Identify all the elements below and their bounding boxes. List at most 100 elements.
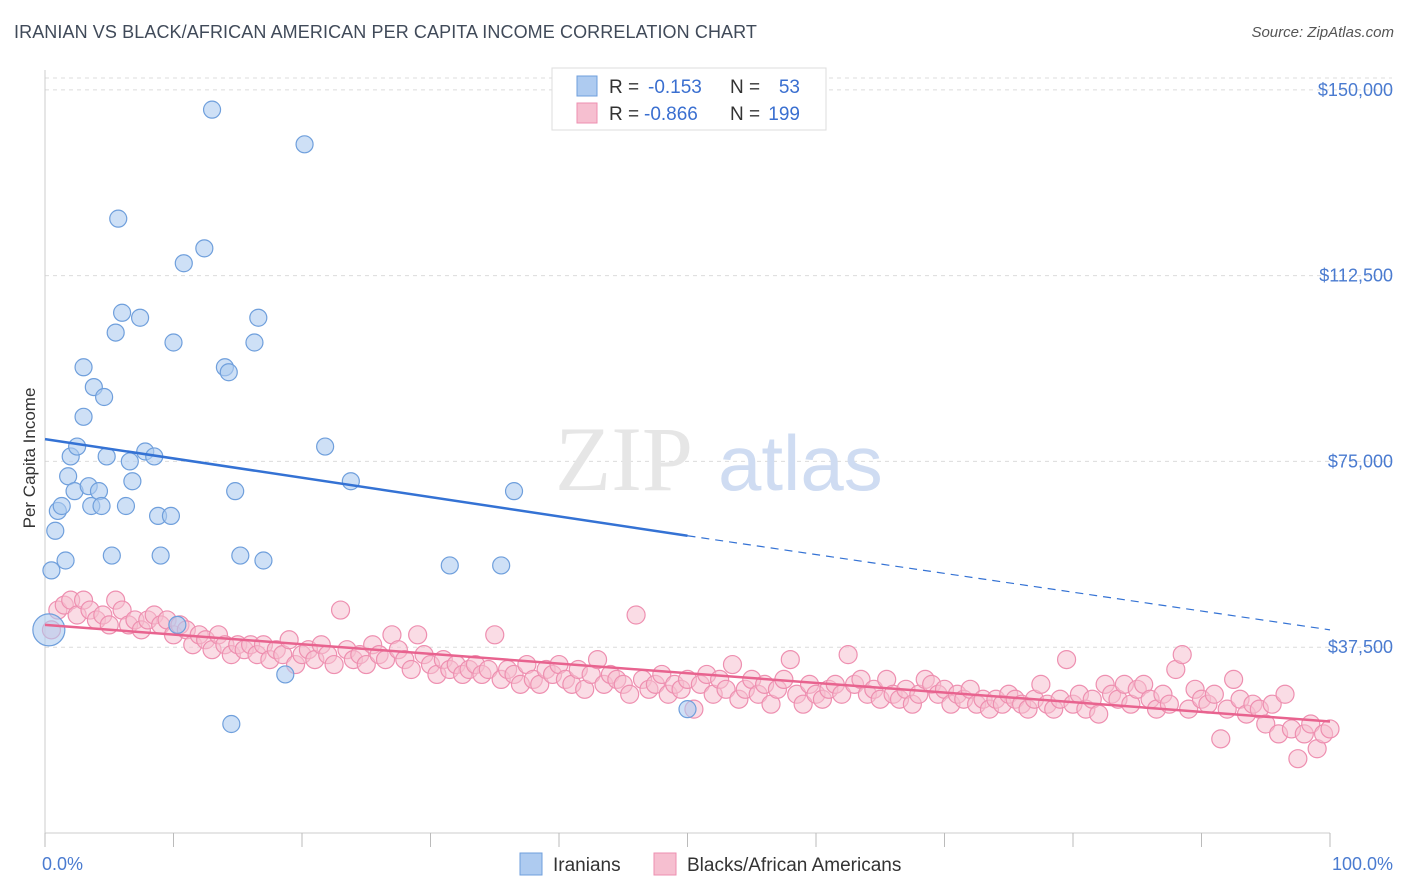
x-tick-label: 0.0% [42, 854, 83, 874]
data-point-iranians [222, 714, 241, 734]
data-point-blacks [626, 605, 646, 625]
data-point-blacks [793, 694, 813, 714]
legend-swatch-iranians [519, 852, 543, 876]
data-point-iranians [102, 546, 121, 565]
data-point-iranians [202, 100, 222, 119]
x-tick-labels: 0.0% 100.0% [42, 854, 1393, 874]
data-point-blacks [1275, 684, 1295, 704]
axes [44, 70, 1331, 847]
data-point-iranians [219, 363, 238, 382]
data-point-iranians [231, 546, 250, 565]
data-point-iranians [174, 254, 193, 273]
data-point-iranians [164, 333, 183, 352]
data-point-blacks [1204, 684, 1224, 704]
data-point-iranians [161, 506, 181, 526]
y-tick-label: $112,500 [1319, 266, 1393, 286]
data-point-iranians [123, 472, 142, 491]
series-iranians-points [32, 100, 697, 734]
data-point-blacks [324, 654, 344, 675]
data-point-iranians [151, 546, 170, 565]
chart-title: IRANIAN VS BLACK/AFRICAN AMERICAN PER CA… [14, 22, 758, 42]
data-point-blacks [478, 659, 498, 680]
data-point-blacks [401, 659, 421, 680]
data-point-iranians [95, 387, 114, 407]
y-axis-label: Per Capita Income [20, 388, 39, 529]
legend-r-value: -0.153 [648, 77, 702, 98]
legend-r-value: -0.866 [644, 104, 698, 125]
trend-line-blacks [44, 623, 1331, 723]
data-point-blacks [620, 684, 640, 704]
legend-swatch-blacks [653, 852, 677, 876]
legend-swatch-iranians [576, 75, 598, 97]
data-point-iranians [32, 613, 66, 647]
data-point-iranians [42, 561, 61, 580]
data-point-iranians [112, 303, 132, 322]
watermark-zip: ZIP [555, 408, 693, 510]
data-point-blacks [1256, 714, 1276, 734]
legend-label-iranians: Iranians [553, 855, 621, 876]
series-legend: Iranians Blacks/African Americans [519, 852, 901, 876]
data-point-iranians [440, 556, 459, 575]
data-point-iranians [295, 135, 314, 154]
legend-swatch-blacks [576, 102, 598, 124]
trend-lines [44, 437, 1331, 723]
y-tick-label: $150,000 [1318, 80, 1393, 100]
data-point-iranians [492, 556, 511, 575]
data-point-iranians [254, 551, 273, 570]
trend-line-iranians-extension [687, 535, 1331, 631]
data-point-blacks [1031, 674, 1051, 694]
data-point-blacks [356, 654, 376, 675]
y-tick-labels: $37,500 $75,000 $112,500 $150,000 [1318, 80, 1393, 657]
data-point-blacks [1211, 729, 1231, 749]
data-point-iranians [52, 496, 71, 516]
data-point-iranians [56, 551, 75, 570]
data-point-blacks [1320, 719, 1340, 739]
data-point-iranians [89, 482, 109, 501]
legend-n-label: N = [730, 104, 760, 125]
data-point-blacks [279, 630, 299, 650]
data-point-blacks [485, 625, 505, 645]
data-point-blacks [330, 600, 351, 620]
data-point-iranians [120, 452, 139, 471]
series-black-african-american-points [41, 590, 1340, 769]
data-point-iranians [249, 308, 268, 327]
data-point-iranians [116, 496, 136, 516]
grid-lines [45, 77, 1392, 648]
data-point-blacks [722, 654, 743, 675]
source-credit: Source: ZipAtlas.com [1251, 24, 1394, 41]
trend-line-iranians [44, 437, 688, 537]
data-point-iranians [46, 521, 65, 540]
data-point-iranians [74, 407, 93, 426]
data-point-blacks [587, 649, 608, 670]
data-point-blacks [716, 679, 736, 699]
y-tick-label: $37,500 [1328, 637, 1393, 657]
data-point-iranians [68, 437, 87, 456]
data-point-iranians [168, 615, 187, 635]
data-point-iranians [92, 496, 111, 516]
data-point-blacks [1262, 694, 1282, 714]
data-point-blacks [1172, 645, 1192, 665]
stats-legend: R = -0.153 N = 53 R = -0.866 N = 199 [551, 67, 827, 131]
legend-n-value: 53 [779, 77, 800, 98]
data-point-blacks [1089, 704, 1109, 724]
data-point-iranians [504, 482, 524, 501]
y-tick-label: $75,000 [1328, 451, 1393, 471]
data-point-iranians [106, 323, 125, 342]
data-point-blacks [1224, 669, 1244, 690]
legend-n-value: 199 [768, 104, 800, 125]
data-point-iranians [678, 700, 697, 719]
data-point-blacks [1288, 749, 1308, 769]
legend-r-label: R = [609, 77, 639, 98]
data-point-blacks [1056, 649, 1077, 670]
legend-n-label: N = [730, 77, 760, 98]
data-point-blacks [838, 645, 858, 665]
x-tick-label: 100.0% [1332, 854, 1393, 874]
data-point-iranians [226, 482, 245, 501]
data-point-iranians [109, 209, 128, 228]
data-point-iranians [130, 308, 150, 327]
data-point-blacks [408, 625, 428, 645]
data-point-iranians [195, 239, 214, 258]
legend-label-blacks: Blacks/African Americans [687, 855, 901, 876]
legend-r-label: R = [609, 104, 639, 125]
